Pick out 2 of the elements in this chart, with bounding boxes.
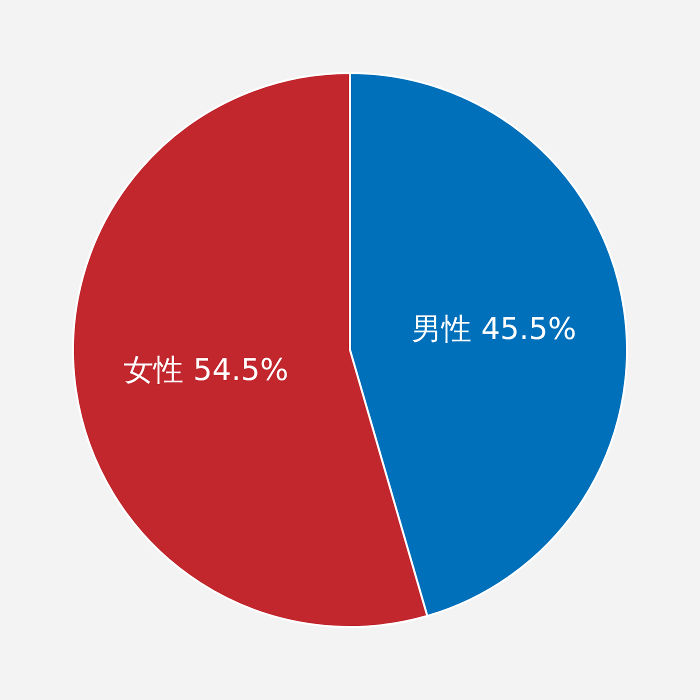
slice-label: 男性 45.5% xyxy=(412,312,576,348)
slice-label: 女性 54.5% xyxy=(124,352,288,388)
